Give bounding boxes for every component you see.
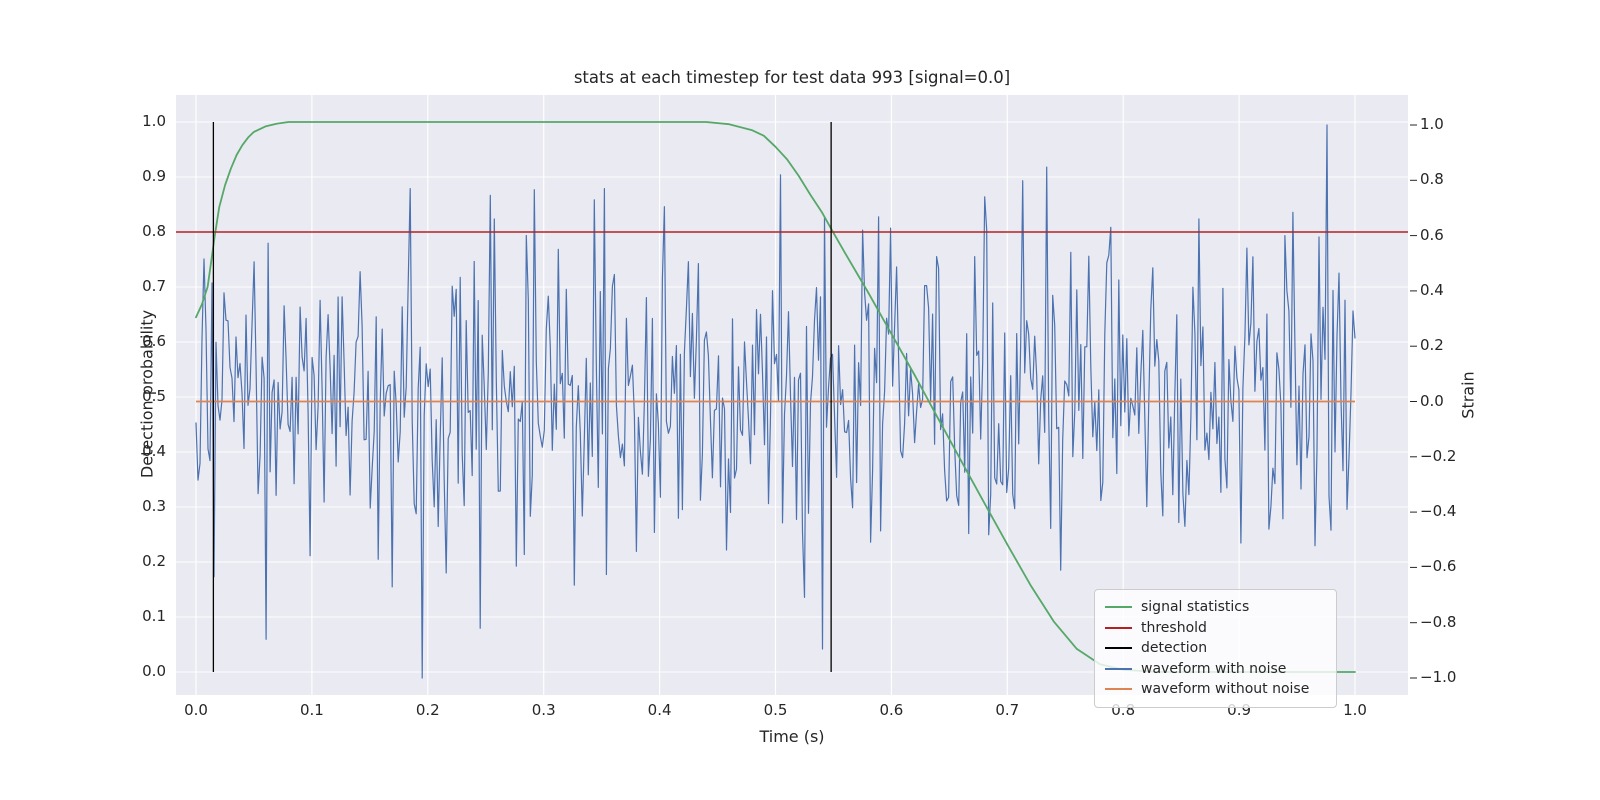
- series-detection: [212, 122, 832, 672]
- chart-title: stats at each timestep for test data 993…: [573, 68, 1011, 87]
- legend-item: detection: [1105, 638, 1326, 659]
- x-tick-label: 1.0: [1343, 701, 1367, 719]
- legend-line-swatch: [1105, 647, 1132, 650]
- x-tick-label: 0.5: [763, 701, 788, 719]
- x-tick-label: 0.7: [995, 701, 1020, 719]
- series-signal-statistics: [195, 121, 1356, 673]
- x-axis-label: Time (s): [759, 727, 825, 746]
- legend-line-swatch: [1105, 606, 1132, 609]
- legend-item-label: waveform without noise: [1141, 681, 1310, 698]
- y-right-tick-label: −0.6: [1420, 557, 1457, 576]
- y-left-tick-label: 0.6: [142, 332, 166, 350]
- y-left-tick-label: 1.0: [142, 112, 166, 130]
- y-right-tick-label: −0.8: [1420, 612, 1457, 631]
- y-left-tick-label: 0.0: [142, 662, 166, 680]
- y-left-tick-label: 0.5: [142, 387, 166, 405]
- y-left-tick-label: 0.2: [142, 552, 166, 570]
- y-right-tick-label: 0.4: [1420, 280, 1444, 299]
- legend-item-label: waveform with noise: [1141, 660, 1287, 677]
- legend-line-swatch: [1105, 667, 1132, 670]
- legend-item-label: threshold: [1141, 619, 1207, 636]
- legend-line-swatch: [1105, 626, 1132, 629]
- y-right-tick-label: 1.0: [1420, 115, 1444, 133]
- legend-item: waveform with noise: [1105, 659, 1326, 680]
- legend-item: threshold: [1105, 618, 1326, 639]
- right-axis-ticks: [1410, 124, 1417, 679]
- y-left-tick-label: 0.8: [142, 222, 166, 240]
- y-right-tick-label: 0.0: [1420, 391, 1444, 410]
- y-left-tick-label: 0.7: [142, 277, 166, 295]
- legend-item-label: signal statistics: [1141, 599, 1250, 616]
- x-tick-label: 0.6: [879, 701, 904, 719]
- legend-line-swatch: [1105, 688, 1132, 691]
- x-tick-label: 0.2: [415, 701, 440, 719]
- x-tick-label: 0.3: [531, 701, 556, 719]
- x-tick-label: 0.4: [647, 701, 672, 719]
- y-right-tick-label: −1.0: [1420, 668, 1457, 686]
- legend-item: waveform without noise: [1105, 679, 1326, 700]
- y-left-tick-label: 0.3: [142, 497, 166, 515]
- legend: signal statistics threshold detection wavef…: [1094, 589, 1337, 708]
- y-axis-label-right: Strain: [1458, 371, 1478, 419]
- x-tick-label: 0.1: [299, 701, 324, 719]
- series-waveform-with-noise: [195, 124, 1356, 679]
- y-left-tick-label: 0.4: [142, 442, 166, 460]
- y-right-tick-label: 0.8: [1420, 170, 1444, 189]
- y-left-tick-label: 0.1: [142, 607, 166, 625]
- legend-item-label: detection: [1141, 640, 1208, 657]
- x-tick-label: 0.0: [184, 701, 208, 719]
- y-right-tick-label: −0.4: [1420, 502, 1457, 521]
- legend-item: signal statistics: [1105, 597, 1326, 618]
- y-right-tick-label: −0.2: [1420, 446, 1457, 465]
- y-right-tick-label: 0.2: [1420, 336, 1444, 355]
- y-left-tick-label: 0.9: [142, 167, 166, 185]
- y-right-tick-label: 0.6: [1420, 225, 1444, 244]
